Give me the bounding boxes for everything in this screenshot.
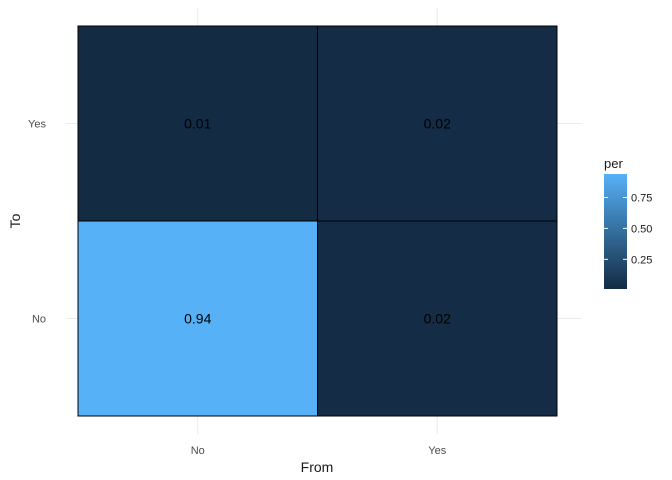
color-legend: per 0.25 0.50 0.75 (604, 156, 652, 289)
legend-tick-label: 0.50 (631, 223, 652, 235)
heatmap-cell (317, 220, 558, 417)
heatmap-cell (77, 220, 318, 417)
cell-value-label: 0.94 (184, 311, 211, 327)
cell-value-label: 0.01 (184, 116, 211, 132)
cell-value-label: 0.02 (424, 311, 451, 327)
legend-ticks: 0.25 0.50 0.75 (604, 192, 652, 266)
y-tick-label: Yes (28, 119, 46, 131)
y-axis-ticks: No Yes (28, 119, 46, 326)
x-tick-label: Yes (428, 445, 446, 457)
x-axis-ticks: No Yes (191, 445, 447, 457)
cell-labels: 0.01 0.02 0.94 0.02 (184, 116, 451, 327)
y-tick-label: No (32, 314, 46, 326)
legend-colorbar (604, 174, 627, 289)
y-axis-title: To (7, 213, 23, 228)
x-axis-title: From (301, 459, 334, 475)
cell-value-label: 0.02 (424, 116, 451, 132)
x-tick-label: No (191, 445, 205, 457)
heatmap-cell (77, 25, 318, 222)
legend-tick-label: 0.25 (631, 254, 652, 266)
heatmap-cells (77, 25, 558, 417)
legend-title: per (604, 156, 623, 171)
legend-tick-label: 0.75 (631, 192, 652, 204)
